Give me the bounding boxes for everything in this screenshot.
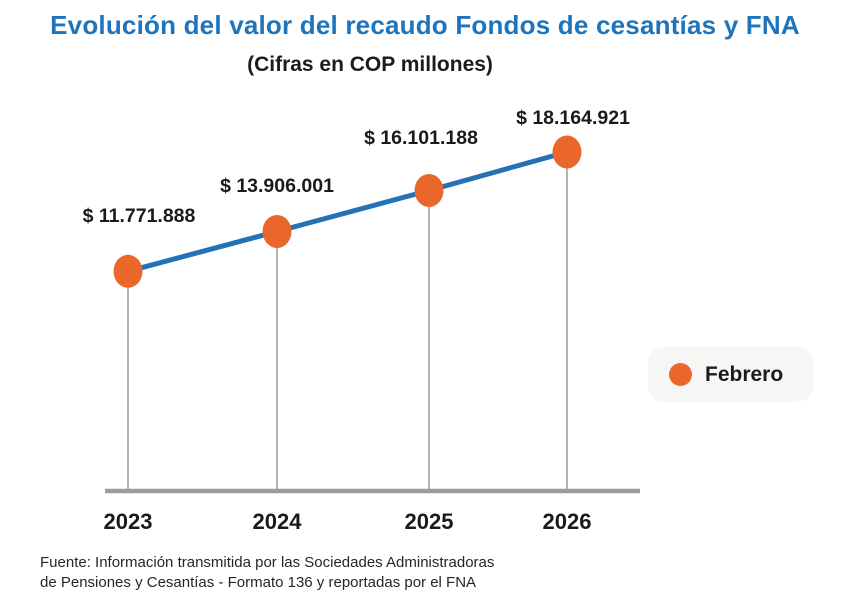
x-tick-label-2023: 2023 xyxy=(104,509,153,534)
data-point-2023 xyxy=(113,254,143,288)
data-label-2024: $ 13.906.001 xyxy=(220,175,334,197)
data-point-2026 xyxy=(552,135,582,169)
x-tick-label-2026: 2026 xyxy=(543,509,592,534)
chart-subtitle: (Cifras en COP millones) xyxy=(247,53,493,76)
legend-marker-icon xyxy=(669,363,692,386)
source-note-line2: de Pensiones y Cesantías - Formato 136 y… xyxy=(40,573,477,591)
data-label-2026: $ 18.164.921 xyxy=(516,107,630,129)
legend-series-label: Febrero xyxy=(705,362,784,386)
source-note: Fuente: Información transmitida por las … xyxy=(40,553,494,593)
x-tick-label-2025: 2025 xyxy=(405,509,454,534)
source-note-line1: Fuente: Información transmitida por las … xyxy=(40,554,495,571)
data-point-2025 xyxy=(414,174,444,208)
x-tick-label-2024: 2024 xyxy=(253,509,303,534)
data-point-2024 xyxy=(262,214,292,248)
data-label-2025: $ 16.101.188 xyxy=(364,127,478,149)
legend: Febrero xyxy=(648,347,813,402)
data-label-2023: $ 11.771.888 xyxy=(83,205,196,227)
chart-svg: $ 11.771.888 $ 13.906.001 $ 16.101.188 $ 18… xyxy=(83,107,640,534)
series-line-febrero xyxy=(125,149,570,274)
chart-title: Evolución del valor del recaudo Fondos d… xyxy=(50,10,800,40)
